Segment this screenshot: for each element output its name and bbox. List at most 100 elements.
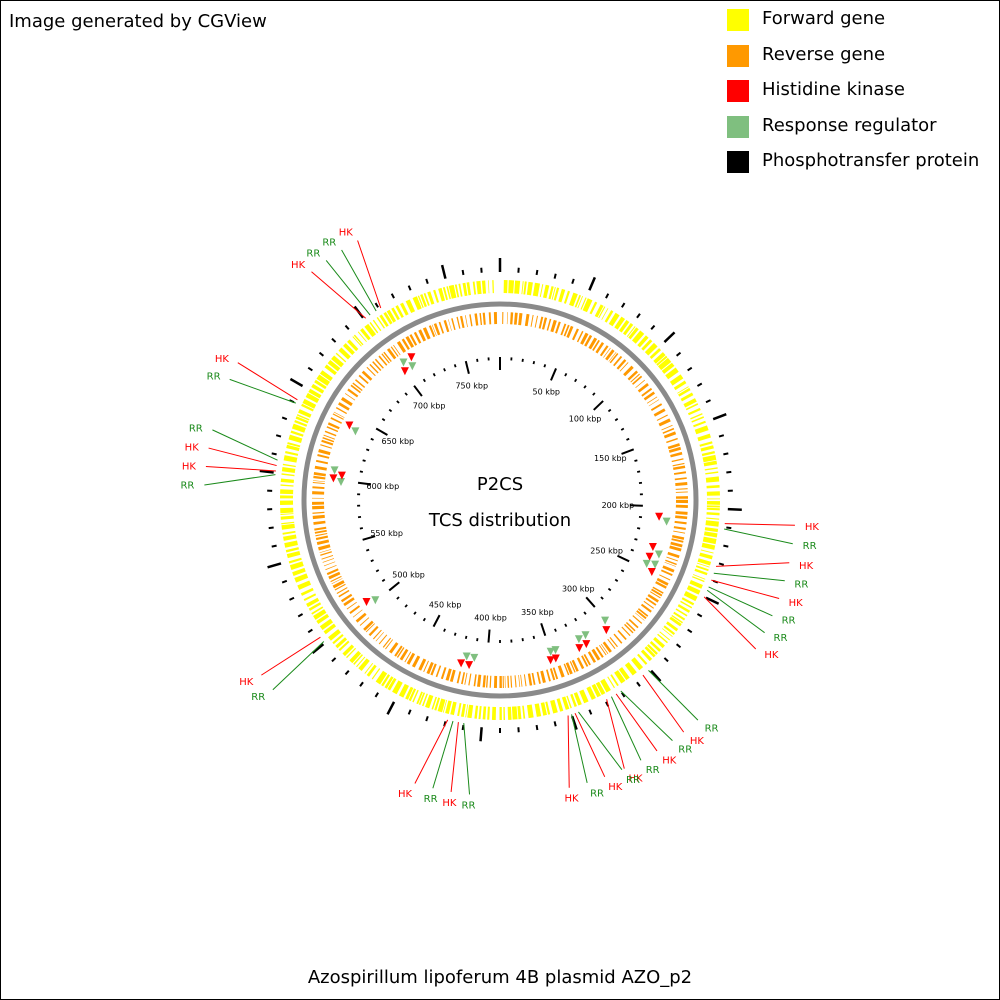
scale-tick bbox=[543, 364, 547, 368]
outer-tick bbox=[588, 709, 593, 715]
reverse-gene bbox=[675, 482, 688, 486]
reverse-gene bbox=[435, 665, 442, 678]
reverse-gene bbox=[583, 654, 591, 666]
response-regulator-callout-line bbox=[432, 720, 454, 789]
scale-tick bbox=[607, 408, 612, 413]
response-regulator-callout-line bbox=[204, 474, 276, 486]
scale-tick-label: 550 kbp bbox=[370, 529, 403, 538]
outer-tick bbox=[621, 692, 626, 698]
reverse-gene bbox=[464, 315, 468, 328]
reverse-gene bbox=[645, 597, 657, 606]
reverse-gene bbox=[352, 609, 363, 618]
reverse-gene bbox=[340, 593, 353, 603]
forward-gene bbox=[663, 625, 676, 635]
forward-gene bbox=[566, 695, 572, 709]
reverse-gene bbox=[576, 330, 584, 343]
forward-gene bbox=[534, 703, 542, 717]
reverse-gene bbox=[445, 668, 452, 681]
reverse-gene bbox=[619, 362, 629, 372]
outer-tick bbox=[386, 701, 396, 715]
forward-gene bbox=[686, 585, 701, 595]
reverse-gene bbox=[623, 365, 634, 377]
histidine-kinase-callout-line bbox=[414, 719, 449, 784]
reverse-gene bbox=[317, 454, 330, 459]
reverse-gene bbox=[488, 312, 492, 325]
forward-gene bbox=[610, 674, 619, 687]
forward-gene bbox=[353, 654, 363, 665]
reverse-gene bbox=[482, 312, 486, 325]
forward-gene bbox=[298, 409, 312, 418]
reverse-gene bbox=[405, 335, 415, 348]
reverse-gene bbox=[609, 352, 619, 364]
reverse-gene bbox=[531, 672, 536, 685]
response-regulator-label: RR bbox=[782, 616, 796, 627]
forward-gene bbox=[311, 383, 325, 394]
reverse-gene bbox=[514, 675, 517, 688]
scale-tick bbox=[617, 554, 630, 563]
outer-tick bbox=[605, 293, 610, 299]
forward-gene bbox=[375, 670, 388, 685]
outer-tick bbox=[318, 351, 325, 357]
reverse-gene bbox=[409, 334, 418, 346]
histidine-kinase-label: HK bbox=[629, 774, 644, 785]
scale-tick bbox=[370, 437, 374, 441]
scale-tick bbox=[621, 448, 635, 455]
reverse-gene bbox=[474, 313, 479, 326]
reverse-gene bbox=[587, 651, 597, 663]
outer-tick bbox=[307, 628, 313, 634]
forward-gene bbox=[704, 467, 718, 471]
histidine-kinase-label: HK bbox=[690, 736, 705, 747]
response-regulator-marker bbox=[651, 560, 660, 569]
forward-gene bbox=[431, 696, 437, 710]
reverse-gene bbox=[396, 647, 405, 658]
forward-gene bbox=[683, 591, 698, 602]
reverse-gene bbox=[666, 556, 678, 562]
response-regulator-label: RR bbox=[794, 579, 808, 590]
forward-gene bbox=[573, 692, 582, 706]
histidine-kinase-callout-line bbox=[615, 693, 658, 752]
outer-tick bbox=[275, 434, 282, 438]
reverse-gene bbox=[656, 414, 668, 421]
forward-gene bbox=[457, 703, 462, 717]
forward-gene bbox=[467, 704, 474, 719]
reverse-gene bbox=[632, 615, 643, 624]
scale-tick bbox=[532, 635, 536, 640]
reverse-gene bbox=[456, 316, 461, 329]
reverse-gene bbox=[456, 671, 462, 684]
reverse-gene bbox=[493, 675, 498, 688]
histidine-kinase-label: HK bbox=[291, 260, 306, 271]
forward-gene bbox=[358, 658, 370, 672]
forward-gene bbox=[694, 568, 708, 576]
reverse-gene bbox=[443, 319, 450, 333]
forward-gene bbox=[286, 550, 301, 559]
reverse-gene bbox=[359, 617, 370, 626]
forward-gene bbox=[338, 640, 350, 652]
forward-gene bbox=[637, 653, 648, 665]
reverse-gene bbox=[502, 312, 504, 325]
reverse-gene bbox=[635, 379, 646, 389]
response-regulator-marker bbox=[662, 517, 671, 526]
forward-gene bbox=[343, 343, 355, 355]
scale-tick-label: 100 kbp bbox=[569, 414, 602, 423]
scale-tick bbox=[532, 360, 536, 365]
forward-gene bbox=[548, 286, 554, 300]
outer-tick bbox=[331, 657, 337, 663]
reverse-gene bbox=[332, 413, 344, 420]
forward-gene bbox=[314, 379, 327, 390]
scale-tick-label: 700 kbp bbox=[413, 402, 446, 411]
outer-tick bbox=[726, 526, 732, 530]
histidine-kinase-marker bbox=[546, 656, 555, 665]
forward-gene bbox=[433, 289, 439, 303]
reverse-gene bbox=[655, 581, 667, 589]
reverse-gene bbox=[651, 588, 663, 597]
reverse-gene bbox=[632, 375, 643, 385]
forward-gene bbox=[384, 676, 394, 689]
reverse-gene bbox=[320, 444, 332, 449]
inner-tick-ring bbox=[357, 357, 643, 643]
scale-tick bbox=[381, 418, 386, 422]
reverse-gene bbox=[323, 434, 335, 440]
forward-gene bbox=[346, 647, 357, 659]
histidine-kinase-marker bbox=[645, 552, 654, 561]
forward-gene bbox=[580, 297, 587, 310]
reverse-gene bbox=[540, 670, 546, 684]
